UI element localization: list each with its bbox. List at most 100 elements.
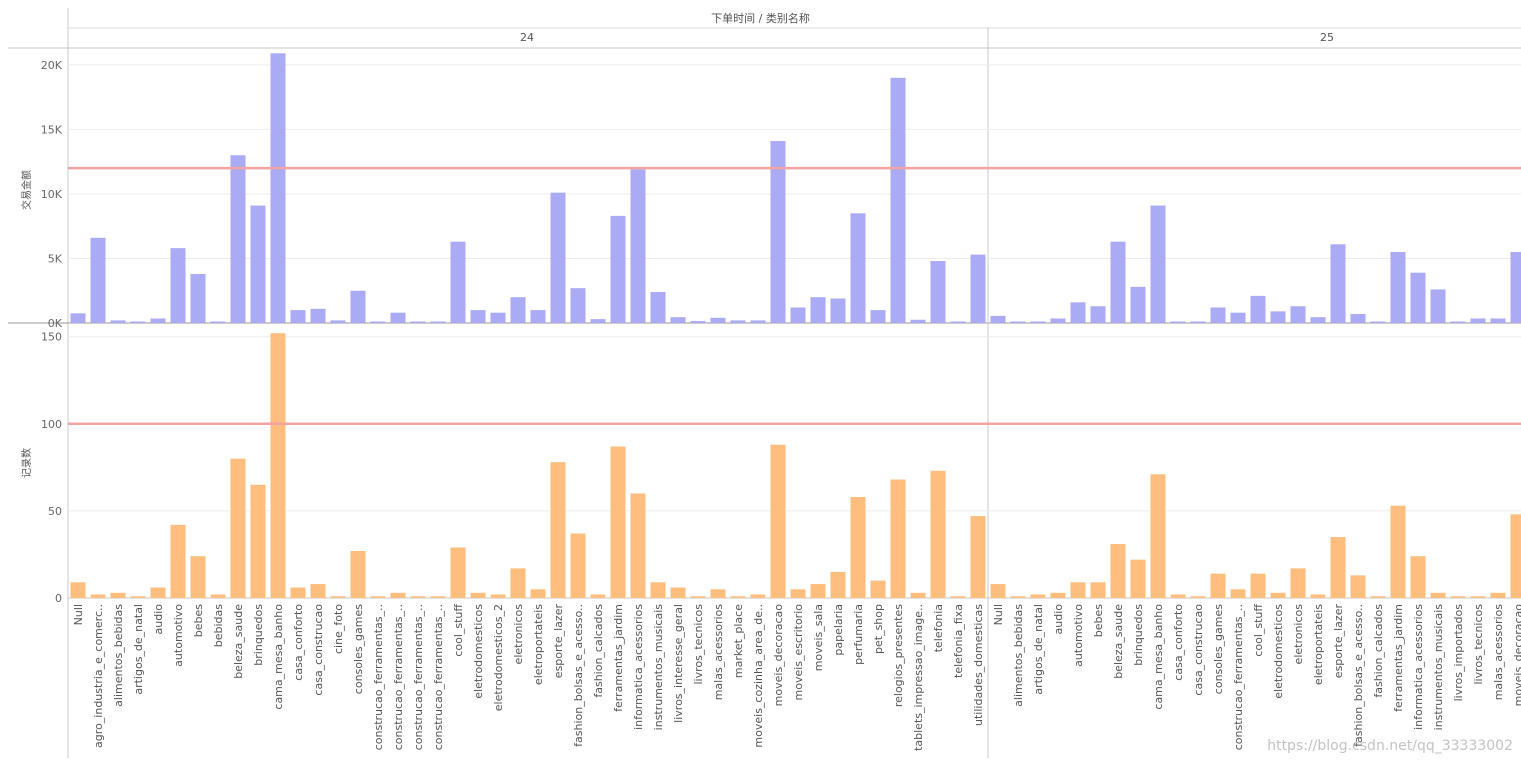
x-tick-label: consoles_games (1212, 604, 1225, 694)
x-tick-label: eletroportateis (532, 604, 545, 685)
bar (1390, 505, 1406, 598)
bar (630, 493, 646, 598)
bar (470, 310, 486, 323)
bar (1110, 544, 1126, 598)
x-tick-label: artigos_de_natal (132, 604, 145, 695)
y-tick-label: 5K (48, 252, 63, 265)
bar (1290, 568, 1306, 598)
bar (690, 321, 706, 323)
bar (150, 587, 166, 598)
bar (590, 594, 606, 598)
bar (1030, 321, 1046, 323)
bar (810, 297, 826, 323)
x-tick-label: fashion_bolsas_e_acesso.. (1352, 604, 1365, 747)
bar (990, 315, 1006, 323)
x-tick-label: moveis_escritorio (792, 604, 805, 701)
x-tick-label: cine_foto (332, 604, 345, 654)
bar (1450, 321, 1466, 323)
x-tick-label: casa_construcao (1192, 604, 1205, 696)
bar (470, 592, 486, 598)
x-tick-label: agro_industria_e_comerc.. (92, 604, 105, 748)
bar (130, 321, 146, 323)
bar (850, 496, 866, 598)
bar (870, 580, 886, 598)
x-tick-label: ferramentas_jardim (612, 604, 625, 712)
bar (1050, 318, 1066, 323)
bar (750, 320, 766, 323)
bar (910, 592, 926, 598)
bar (410, 596, 426, 598)
bar (1450, 596, 1466, 598)
x-tick-label: ferramentas_jardim (1392, 604, 1405, 712)
bar (1130, 559, 1146, 598)
x-tick-label: cama_mesa_banho (272, 604, 285, 710)
x-tick-label: Null (72, 604, 85, 625)
bar (710, 317, 726, 323)
x-tick-label: informatica_acessorios (632, 604, 645, 730)
bar (1370, 596, 1386, 598)
x-tick-label: casa_conforto (1172, 604, 1185, 681)
bar (510, 568, 526, 598)
bar (150, 318, 166, 323)
bar (1070, 582, 1086, 598)
bar (110, 592, 126, 598)
x-tick-label: livros_tecnicos (1472, 604, 1485, 685)
bar (890, 77, 906, 323)
bar (690, 596, 706, 598)
x-tick-label: moveis_cozinha_area_de.. (752, 604, 765, 748)
watermark: https://blog.csdn.net/qq_33333002 (1267, 738, 1513, 754)
bar (1350, 313, 1366, 323)
bar (1490, 592, 1506, 598)
x-tick-label: fashion_calcados (592, 604, 605, 698)
x-tick-label: alimentos_bebidas (112, 604, 125, 707)
x-tick-label: eletroportateis (1312, 604, 1325, 685)
x-tick-label: moveis_sala (812, 604, 825, 671)
x-tick-label: alimentos_bebidas (1012, 604, 1025, 707)
bar (170, 248, 186, 323)
bar (1370, 321, 1386, 323)
x-tick-label: consoles_games (352, 604, 365, 694)
x-tick-label: bebidas (212, 604, 225, 648)
panel-label-25: 25 (1320, 31, 1334, 44)
bar (530, 589, 546, 598)
bar (370, 321, 386, 323)
bar (810, 584, 826, 598)
y-tick-label: 0K (48, 317, 63, 330)
bar (770, 444, 786, 598)
x-tick-label: telefonia_fixa (952, 604, 965, 678)
x-tick-label: papelaria (832, 604, 845, 656)
bar (1130, 286, 1146, 323)
x-tick-label: relogios_presentes (892, 604, 905, 707)
bar (590, 319, 606, 323)
bar (790, 307, 806, 323)
x-tick-label: livros_tecnicos (692, 604, 705, 685)
bar (870, 310, 886, 323)
x-tick-label: informatica_acessorios (1412, 604, 1425, 730)
x-tick-label: brinquedos (1132, 604, 1145, 666)
bar (710, 589, 726, 598)
y-tick-label: 15K (41, 123, 63, 136)
bar (510, 297, 526, 323)
bar (330, 320, 346, 323)
y-tick-label: 20K (41, 59, 63, 72)
bar (1430, 592, 1446, 598)
x-tick-label: esporte_lazer (552, 604, 565, 679)
x-tick-label: brinquedos (252, 604, 265, 666)
bar (1070, 302, 1086, 323)
x-tick-label: fashion_bolsas_e_acesso.. (572, 604, 585, 747)
x-tick-label: moveis_decoracao (1512, 604, 1521, 707)
x-tick-label: cool_stuff (452, 604, 465, 657)
bar (430, 321, 446, 323)
x-tick-label: audio (1052, 604, 1065, 635)
bar (1150, 474, 1166, 598)
x-tick-label: cool_stuff (1252, 604, 1265, 657)
bar (1050, 592, 1066, 598)
x-tick-label: audio (152, 604, 165, 635)
bar (450, 547, 466, 598)
bar (1350, 575, 1366, 598)
bar (570, 533, 586, 598)
bar (830, 298, 846, 323)
bar (1410, 272, 1426, 323)
bar (350, 550, 366, 598)
bar (370, 596, 386, 598)
